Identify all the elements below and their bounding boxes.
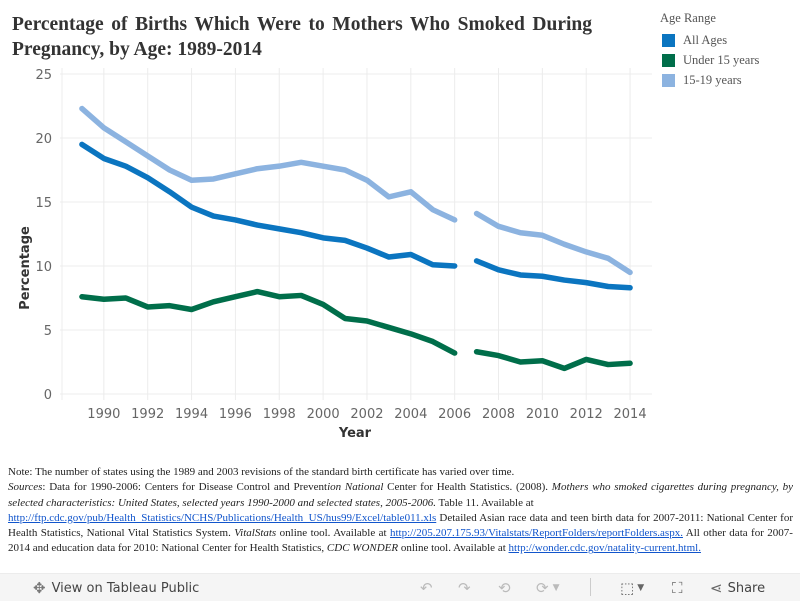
share-button[interactable]: ⋖ Share — [710, 579, 765, 597]
revert-button[interactable]: ⟲ — [498, 579, 511, 597]
y-tick-label: 25 — [35, 68, 52, 83]
series-line-under-15-years-2007-2014[interactable] — [473, 349, 633, 372]
line-chart: 0 5 10 15 20 25 1990 1992 1994 1996 1998 2000 2002 2… — [18, 68, 652, 441]
x-tick-label: 1992 — [131, 407, 164, 422]
sources-text: : Data for 1990-2006: Centers for Diseas… — [42, 481, 328, 494]
refresh-button[interactable]: ⟳ ▼ — [536, 579, 560, 597]
redo-icon: ↷ — [458, 579, 471, 597]
sources-text: Center for Health Statistics. (2008). — [383, 481, 552, 494]
x-tick-label: 2006 — [438, 407, 471, 422]
view-on-tableau-button[interactable]: ✥ View on Tableau Public — [33, 579, 199, 597]
legend-swatch — [662, 73, 675, 87]
legend-item-under-15[interactable]: Under 15 years — [660, 50, 759, 70]
legend-label: Under 15 years — [683, 52, 760, 67]
y-tick-label: 10 — [35, 260, 52, 275]
source-link-wonder[interactable]: http://wonder.cdc.gov/natality-current.h… — [508, 542, 701, 555]
x-axis-ticks: 1990 1992 1994 1996 1998 2000 2002 2004 2006 2008… — [87, 407, 646, 422]
sources-text: All other data for 2007-2014 and educati… — [8, 527, 793, 555]
chart-title: Percentage of Births Which Were to Mothe… — [12, 14, 592, 60]
tableau-logo-icon: ✥ — [33, 579, 46, 597]
source-link-cdc-ftp[interactable]: http://ftp.cdc.gov/pub/Health_Statistics… — [8, 511, 437, 524]
y-tick-label: 20 — [35, 132, 52, 147]
x-tick-label: 2010 — [526, 407, 559, 422]
fullscreen-button[interactable]: ⛶ — [672, 579, 683, 597]
series-line-15-19-years-2007-2014[interactable] — [473, 210, 633, 276]
x-tick-label: 1998 — [263, 407, 296, 422]
y-axis-ticks: 0 5 10 15 20 25 — [35, 68, 52, 403]
y-tick-label: 15 — [35, 196, 52, 211]
redo-button[interactable]: ↷ — [458, 579, 471, 597]
source-link-vitalstats[interactable]: http://205.207.175.93/Vitalstats/ReportF… — [390, 527, 683, 540]
x-tick-label: 2002 — [350, 407, 383, 422]
sources-text: Table 11. Available at — [435, 496, 534, 509]
legend-title: Age Range — [660, 11, 716, 25]
series-line-15-19-years-1989-2006[interactable] — [79, 105, 458, 223]
series-line-all-ages-2007-2014[interactable] — [473, 258, 633, 291]
download-button[interactable]: ⬚ ▼ — [620, 579, 644, 597]
share-label: Share — [727, 580, 766, 596]
sources-text: online tool. Available at — [398, 542, 509, 555]
x-tick-label: 1990 — [87, 407, 120, 422]
x-tick-label: 1994 — [175, 407, 208, 422]
chevron-down-icon: ▼ — [637, 583, 645, 593]
tool-name: CDC WONDER — [326, 542, 399, 555]
undo-button[interactable]: ↶ — [420, 579, 433, 597]
series-line-all-ages-1989-2006[interactable] — [79, 141, 458, 269]
publication-title: Mothers who smoked cigarettes during pre… — [8, 481, 794, 509]
note-line: Note: The number of states using the 198… — [8, 466, 515, 478]
legend: Age Range All Ages Under 15 years 15-19 … — [660, 11, 759, 90]
refresh-icon: ⟳ — [536, 579, 549, 597]
sources-text: Detailed Asian race data and teen birth … — [8, 511, 793, 540]
undo-icon: ↶ — [420, 579, 433, 597]
legend-item-15-19[interactable]: 15-19 years — [660, 70, 759, 90]
download-icon: ⬚ — [620, 579, 635, 597]
x-tick-label: 1996 — [219, 407, 252, 422]
legend-label: 15-19 years — [683, 72, 742, 87]
x-tick-label: 2014 — [614, 407, 647, 422]
legend-swatch — [662, 33, 675, 47]
legend-label: All Ages — [683, 32, 728, 47]
gridlines — [60, 68, 652, 400]
toolbar-divider — [590, 578, 591, 596]
series-lines — [79, 105, 633, 372]
revert-icon: ⟲ — [498, 579, 511, 597]
legend-item-all-ages[interactable]: All Ages — [660, 30, 759, 50]
tool-name: VitalStats — [234, 527, 277, 540]
chevron-down-icon: ▼ — [552, 583, 560, 593]
y-tick-label: 5 — [44, 324, 52, 339]
source-notes: Note: The number of states using the 198… — [8, 465, 793, 557]
x-tick-label: 2000 — [307, 407, 340, 422]
x-axis-label: Year — [338, 426, 372, 441]
series-line-under-15-years-1989-2006[interactable] — [79, 288, 458, 356]
y-axis-label: Percentage — [18, 226, 33, 310]
fullscreen-icon: ⛶ — [672, 579, 683, 597]
tableau-toolbar: ✥ View on Tableau Public ↶ ↷ ⟲ ⟳ ▼ ⬚ ▼ ⛶ ⋖… — [0, 573, 800, 601]
y-tick-label: 0 — [44, 388, 52, 403]
x-tick-label: 2008 — [482, 407, 515, 422]
legend-swatch — [662, 53, 675, 67]
x-tick-label: 2012 — [570, 407, 603, 422]
x-tick-label: 2004 — [394, 407, 427, 422]
sources-text: ion National — [327, 481, 384, 494]
share-icon: ⋖ — [710, 579, 723, 597]
sources-text: online tool. Available at — [276, 527, 390, 540]
sources-label: Sources — [8, 481, 43, 494]
view-on-tableau-label: View on Tableau Public — [51, 580, 200, 596]
